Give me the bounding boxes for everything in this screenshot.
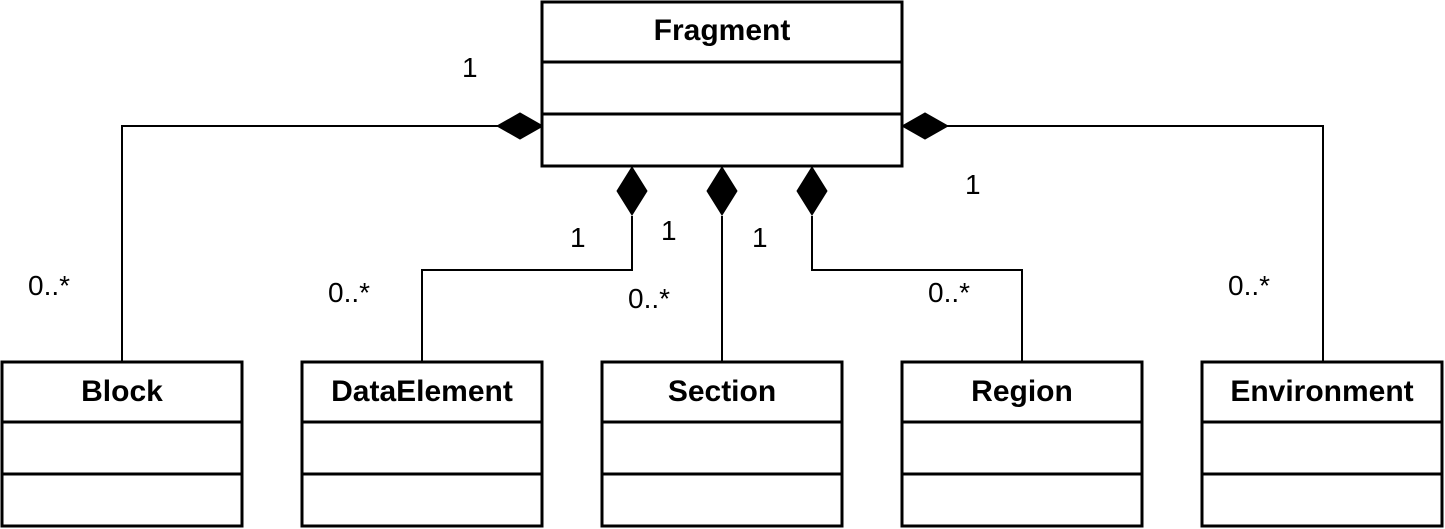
block-composition-diamond-icon: [495, 112, 545, 140]
class-data-element-name: DataElement: [331, 375, 513, 408]
data-element-whole-multiplicity: 1: [570, 222, 586, 253]
class-block-name: Block: [81, 375, 163, 408]
data-element-composition-diamond-icon: [616, 166, 648, 216]
block-part-multiplicity: 0..*: [28, 270, 70, 301]
class-section[interactable]: Section: [600, 360, 844, 528]
region-whole-multiplicity: 1: [752, 222, 768, 253]
class-environment-name: Environment: [1230, 375, 1413, 408]
class-environment-box: [1200, 360, 1444, 528]
environment-composition-diamond-icon: [900, 112, 950, 140]
connectors: [121, 125, 1324, 362]
class-section-box: [600, 360, 844, 528]
class-data-element-box: [300, 360, 544, 528]
data-element-connector: [421, 216, 633, 362]
region-connector: [811, 216, 1023, 362]
class-block[interactable]: Block: [0, 360, 244, 528]
section-composition-diamond-icon: [706, 166, 738, 216]
class-block-box: [0, 360, 244, 528]
region-composition-diamond-icon: [796, 166, 828, 216]
block-connector: [121, 125, 542, 362]
environment-whole-multiplicity: 1: [965, 169, 981, 200]
class-fragment-name: Fragment: [654, 14, 791, 47]
block-whole-multiplicity: 1: [462, 52, 478, 83]
class-data-element[interactable]: DataElement: [300, 360, 544, 528]
class-region[interactable]: Region: [900, 360, 1144, 528]
multiplicity-labels: 1 0..* 1 0..* 1 0..* 1 0..* 1 0..*: [28, 52, 1270, 314]
data-element-part-multiplicity: 0..*: [328, 277, 370, 308]
section-part-multiplicity: 0..*: [628, 283, 670, 314]
class-fragment-box: [540, 0, 904, 168]
environment-part-multiplicity: 0..*: [1228, 270, 1270, 301]
class-region-name: Region: [971, 375, 1073, 408]
class-fragment[interactable]: Fragment: [540, 0, 904, 168]
class-region-box: [900, 360, 1144, 528]
environment-connector: [903, 125, 1324, 362]
composition-diamonds: [495, 112, 950, 216]
class-environment[interactable]: Environment: [1200, 360, 1444, 528]
region-part-multiplicity: 0..*: [928, 277, 970, 308]
class-section-name: Section: [668, 375, 776, 408]
section-whole-multiplicity: 1: [661, 215, 677, 246]
